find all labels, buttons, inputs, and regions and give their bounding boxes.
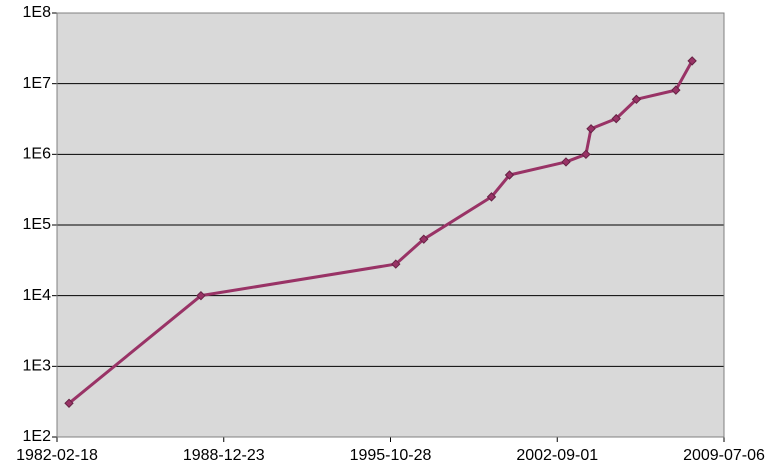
marker (64, 398, 74, 408)
marker (586, 124, 596, 134)
marker (581, 149, 591, 160)
marker (391, 259, 401, 269)
marker (687, 56, 697, 66)
x-tick-label: 2009-07-06 (683, 447, 765, 464)
marker (671, 85, 681, 95)
y-tick-label: 1E8 (23, 4, 52, 21)
marker (486, 192, 497, 202)
y-tick-label: 1E5 (23, 216, 52, 233)
marker (419, 234, 429, 244)
marker (504, 170, 515, 180)
marker (631, 94, 642, 105)
y-tick-label: 1E7 (23, 75, 52, 92)
marker (196, 290, 206, 301)
y-tick-label: 1E2 (23, 428, 52, 445)
marker (561, 157, 571, 167)
x-tick-label: 1995-10-28 (350, 447, 432, 464)
x-tick-label: 2002-09-01 (516, 447, 598, 464)
y-tick-label: 1E4 (23, 287, 52, 304)
plot-border (56, 12, 725, 438)
x-tick-label: 1982-02-18 (16, 447, 98, 464)
y-tick-label: 1E6 (23, 146, 52, 163)
x-tick-label: 1988-12-23 (183, 447, 265, 464)
marker (611, 113, 621, 124)
y-tick-label: 1E3 (23, 358, 52, 375)
